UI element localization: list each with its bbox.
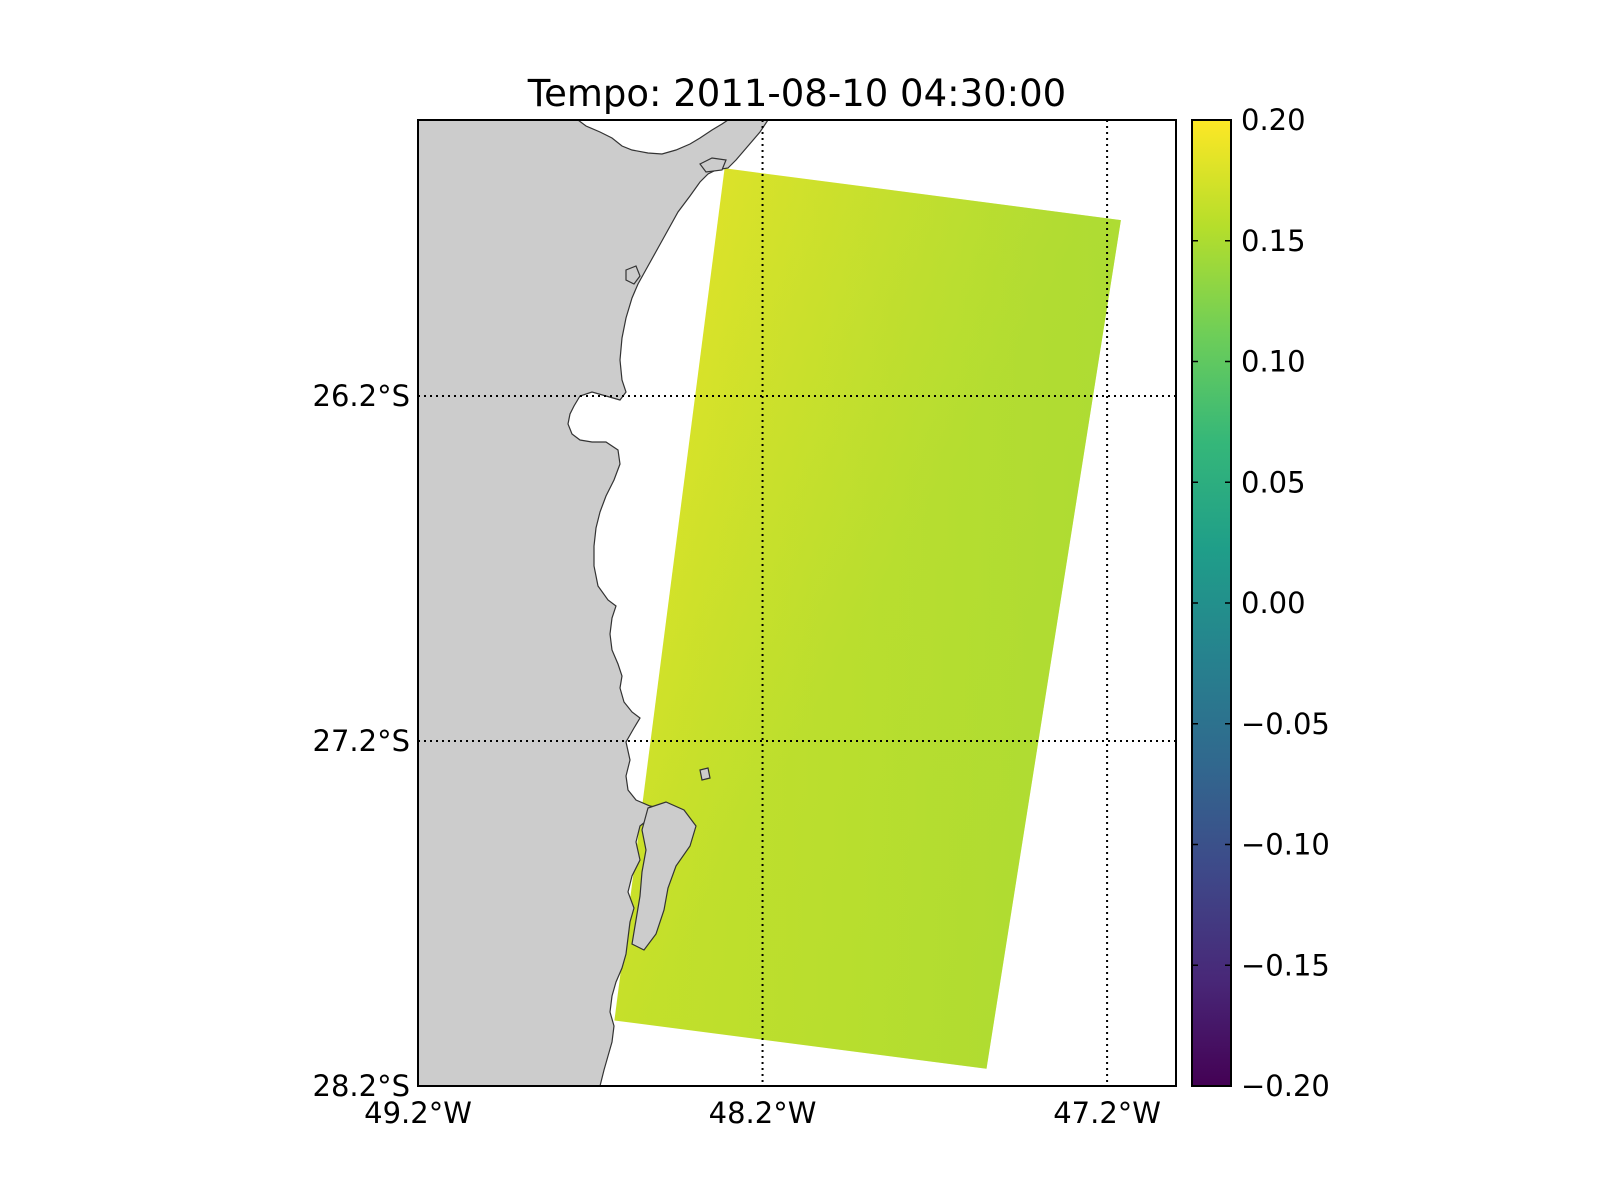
colorbar: 0.20 0.15 0.10 0.05 0.00 −0.05 −0.10 −0.15 −0.20	[1191, 103, 1330, 1103]
data-field	[614, 168, 1121, 1069]
y-tick-label: 28.2°S	[313, 1069, 410, 1103]
colorbar-tick-label: 0.10	[1241, 345, 1306, 379]
x-tick-label: 49.2°W	[364, 1096, 472, 1130]
colorbar-tick-label: −0.15	[1241, 948, 1330, 982]
island-north	[699, 157, 727, 173]
data-swath-east-shade	[614, 168, 1121, 1069]
island-santa-catarina	[631, 801, 697, 951]
islet-1	[699, 767, 711, 781]
colorbar-tick-label: 0.05	[1241, 465, 1306, 499]
y-tick-label: 27.2°S	[313, 724, 410, 758]
y-axis: 26.2°S 27.2°S 28.2°S	[313, 379, 410, 1103]
y-tick-label: 26.2°S	[313, 379, 410, 413]
map-axes	[418, 120, 1176, 1086]
colorbar-tick-label: 0.00	[1241, 586, 1306, 620]
colorbar-tick-label: −0.10	[1241, 828, 1330, 862]
chart-title: Tempo: 2011-08-10 04:30:00	[527, 72, 1066, 115]
colorbar-tick-label: 0.20	[1241, 103, 1306, 137]
map-frame	[417, 119, 1177, 1087]
graticule	[418, 120, 1176, 1086]
x-tick-label: 47.2°W	[1053, 1096, 1161, 1130]
x-axis: 49.2°W 48.2°W 47.2°W	[364, 1096, 1161, 1130]
island-sao-francisco	[625, 265, 641, 285]
colorbar-tick-label: 0.15	[1241, 224, 1306, 258]
coastal-islands	[625, 157, 727, 951]
x-tick-label: 48.2°W	[709, 1096, 817, 1130]
colorbar-tick-label: −0.05	[1241, 707, 1330, 741]
colorbar-tick-label: −0.20	[1241, 1069, 1330, 1103]
colorbar-ticks: 0.20 0.15 0.10 0.05 0.00 −0.05 −0.10 −0.15 −0.20	[1192, 103, 1330, 1103]
